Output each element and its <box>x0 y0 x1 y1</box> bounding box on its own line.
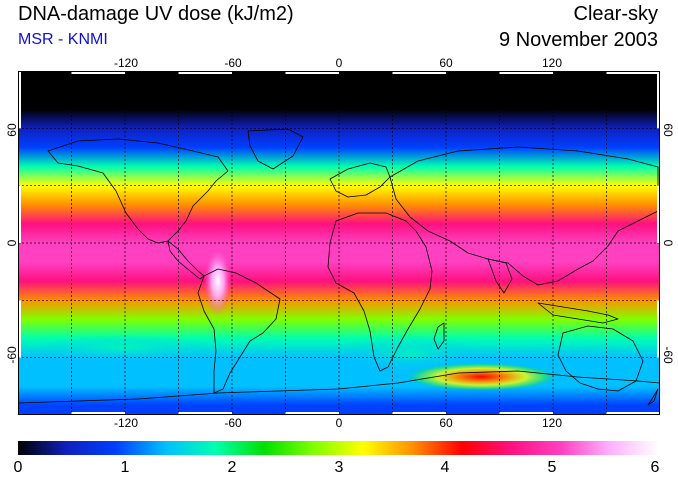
colorbar-tick-label: 0 <box>13 459 23 476</box>
frame-band <box>657 185 660 243</box>
frame-band <box>606 71 660 74</box>
date-label: 9 November 2003 <box>499 29 658 51</box>
frame-band <box>71 412 125 415</box>
lat-tick-label-left: 0 <box>5 239 19 247</box>
lat-tick-label-right: 0 <box>661 239 675 247</box>
frame-band <box>392 412 446 415</box>
lon-tick-label-top: 120 <box>541 56 563 70</box>
frame-band <box>18 300 21 358</box>
hotspot-andes <box>203 247 232 316</box>
frame-band <box>285 71 339 74</box>
uv-dose-heatmap <box>18 71 660 415</box>
lon-tick-label-top: -60 <box>224 56 242 70</box>
lon-tick-label-bottom: -120 <box>113 416 139 430</box>
colorbar-tick-label: 6 <box>650 459 660 476</box>
frame-band <box>499 412 553 415</box>
frame-band <box>606 412 660 415</box>
colorbar-tick-label: 1 <box>120 459 130 476</box>
frame-band <box>285 412 339 415</box>
lon-tick-label-top: 60 <box>439 56 453 70</box>
southern-ocean-swirl <box>340 333 481 374</box>
lat-tick-label-left: 60 <box>5 123 19 137</box>
colorbar-tick-label: 4 <box>440 459 450 476</box>
lon-tick-label-bottom: 120 <box>541 416 563 430</box>
frame-band <box>18 71 21 129</box>
colorbar <box>18 441 659 455</box>
lat-tick-label-left: -60 <box>5 346 19 364</box>
lon-tick-label-bottom: -60 <box>224 416 242 430</box>
colorbar-tick-label: 3 <box>334 459 344 476</box>
frame-band <box>18 185 21 243</box>
frame-band <box>499 71 553 74</box>
lon-tick-label-bottom: 0 <box>335 416 343 430</box>
sky-condition-label: Clear-sky <box>573 3 658 25</box>
lon-tick-label-top: -120 <box>113 56 139 70</box>
colorbar-tick-label: 5 <box>547 459 557 476</box>
source-label: MSR - KNMI <box>18 31 108 48</box>
map-title: DNA-damage UV dose (kJ/m2) <box>18 3 294 25</box>
frame-band <box>178 412 232 415</box>
coastlines <box>18 128 660 406</box>
frame-band <box>657 300 660 358</box>
frame-band <box>71 71 125 74</box>
lat-tick-label-right: 60 <box>661 123 675 137</box>
hotspot-antarctica <box>406 362 557 391</box>
frame-band <box>657 71 660 129</box>
colorbar-gradient <box>18 441 659 455</box>
frame-band <box>392 71 446 74</box>
lon-tick-label-top: 0 <box>335 56 343 70</box>
lat-tick-label-right: -60 <box>661 346 675 364</box>
colorbar-tick-label: 2 <box>227 459 237 476</box>
frame-band <box>178 71 232 74</box>
graticule <box>18 71 660 415</box>
map-frame <box>18 71 660 415</box>
uv-dose-map <box>18 71 660 415</box>
lon-tick-label-bottom: 60 <box>439 416 453 430</box>
map-frame-ticks <box>18 71 660 415</box>
